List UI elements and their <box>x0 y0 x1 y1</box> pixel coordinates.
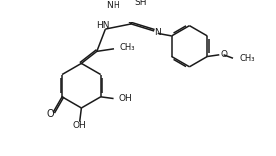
Text: OH: OH <box>73 122 87 130</box>
Text: O: O <box>46 109 54 119</box>
Text: SH: SH <box>134 0 147 7</box>
Text: N: N <box>106 1 113 10</box>
Text: CH₃: CH₃ <box>120 43 136 52</box>
Text: O: O <box>220 50 227 59</box>
Text: H: H <box>113 1 119 10</box>
Text: OH: OH <box>119 94 132 103</box>
Text: CH₃: CH₃ <box>240 54 255 63</box>
Text: N: N <box>154 28 161 37</box>
Text: HN: HN <box>96 21 110 30</box>
